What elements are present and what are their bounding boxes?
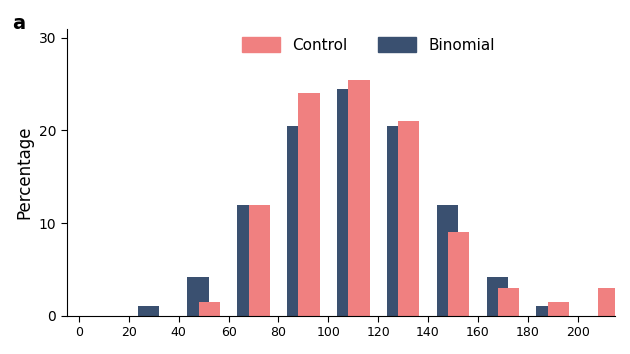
- Bar: [348, 80, 370, 315]
- Bar: [188, 277, 209, 315]
- Bar: [486, 277, 508, 315]
- Bar: [238, 205, 258, 315]
- Bar: [287, 126, 308, 315]
- Legend: Control, Binomial: Control, Binomial: [236, 30, 501, 59]
- Bar: [547, 302, 569, 315]
- Bar: [337, 89, 358, 315]
- Bar: [387, 126, 408, 315]
- Bar: [299, 93, 319, 315]
- Bar: [598, 288, 619, 315]
- Bar: [448, 232, 469, 315]
- Y-axis label: Percentage: Percentage: [15, 125, 33, 219]
- Bar: [437, 205, 458, 315]
- Bar: [199, 302, 220, 315]
- Bar: [249, 205, 270, 315]
- Bar: [536, 306, 558, 315]
- Text: a: a: [12, 14, 25, 33]
- Bar: [137, 306, 159, 315]
- Bar: [498, 288, 519, 315]
- Bar: [398, 121, 420, 315]
